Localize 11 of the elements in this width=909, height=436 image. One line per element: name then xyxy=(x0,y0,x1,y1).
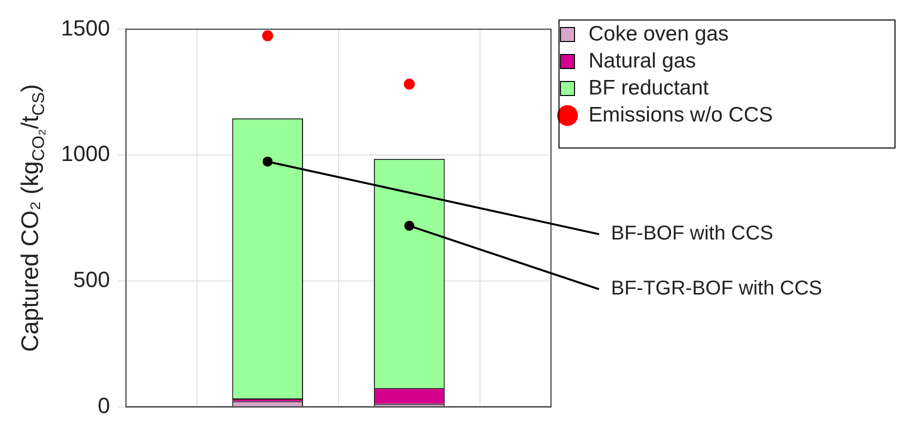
legend-label: Coke oven gas xyxy=(588,22,729,46)
text: BF-BOF with CCS xyxy=(611,222,774,245)
legend-label: BF reductant xyxy=(588,76,709,100)
y-tick-label: 1500 xyxy=(60,15,110,40)
y-tick-label: 0 xyxy=(98,392,110,418)
legend-label: Natural gas xyxy=(588,49,696,72)
y-axis-title: Captured CO₂ (kgCO₂/tCS) xyxy=(17,84,48,352)
y-tick-label: 1000 xyxy=(60,141,110,166)
y-tick-label: 500 xyxy=(73,266,110,292)
legend-label: Emissions w/o CCS xyxy=(588,103,773,126)
text: BF-TGR-BOF with CCS xyxy=(611,278,822,300)
